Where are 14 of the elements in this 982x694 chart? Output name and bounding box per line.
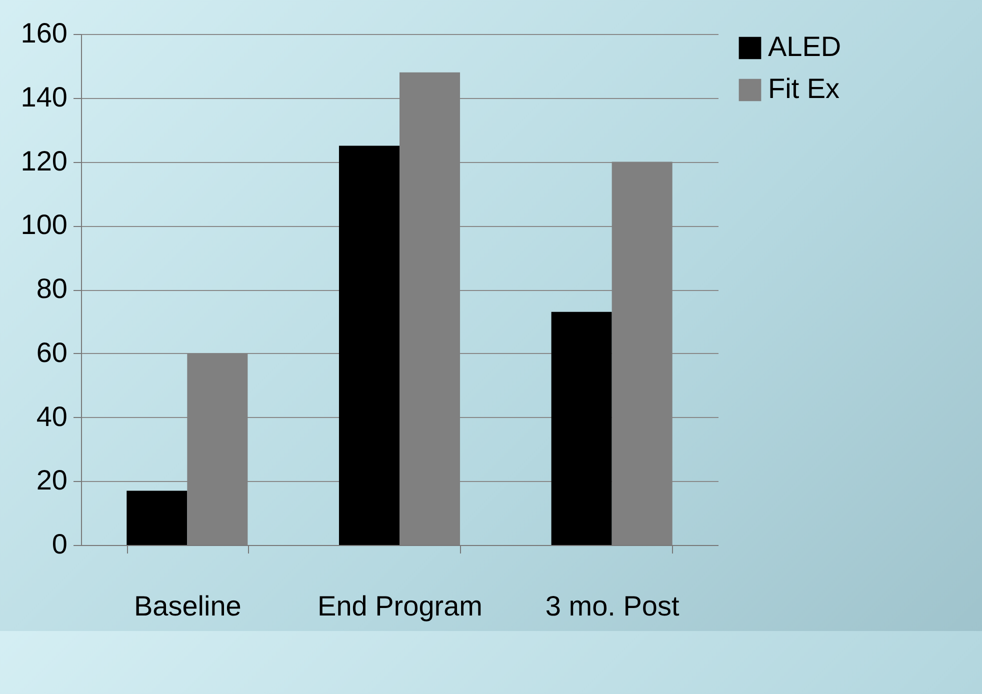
y-tick-label: 100 xyxy=(20,209,68,240)
legend-label: Fit Ex xyxy=(768,73,840,104)
x-tick-label: 3 mo. Post xyxy=(545,590,680,622)
x-tick-label: End Program xyxy=(318,590,482,622)
y-tick-label: 140 xyxy=(20,81,68,112)
y-tick-label: 0 xyxy=(52,528,68,560)
y-tick-label: 160 xyxy=(20,18,68,48)
y-tick-label: 20 xyxy=(36,464,68,496)
y-tick-label: 120 xyxy=(20,145,68,176)
legend-label: ALED xyxy=(768,31,842,62)
y-tick-label: 60 xyxy=(36,336,68,368)
y-tick-label: 80 xyxy=(36,273,68,304)
x-tick-label: Baseline xyxy=(134,590,242,622)
y-tick-label: 40 xyxy=(36,400,68,432)
